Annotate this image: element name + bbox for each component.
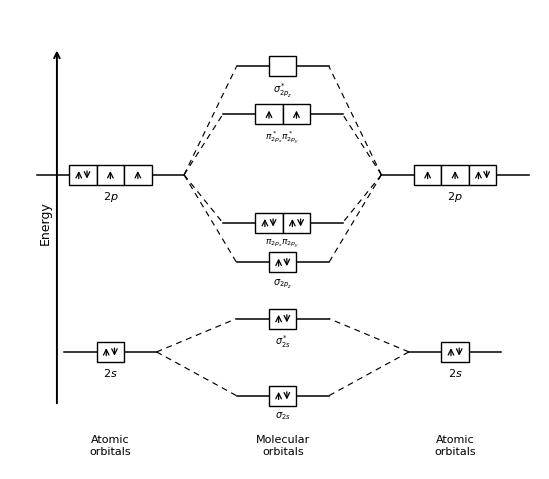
Bar: [269, 308, 296, 329]
Bar: [124, 165, 152, 185]
Bar: [255, 104, 283, 125]
Bar: [269, 386, 296, 406]
Bar: [414, 165, 441, 185]
Bar: [97, 342, 124, 362]
Bar: [283, 104, 310, 125]
Text: $\sigma_{2s}$: $\sigma_{2s}$: [275, 411, 290, 422]
Text: $\pi_{2p_x}$$\pi_{2p_y}$: $\pi_{2p_x}$$\pi_{2p_y}$: [266, 238, 300, 251]
Text: $2s$: $2s$: [103, 367, 117, 379]
Bar: [255, 213, 283, 233]
Text: $2p$: $2p$: [447, 190, 463, 204]
Bar: [69, 165, 97, 185]
Text: Energy: Energy: [39, 201, 52, 245]
Text: Molecular
orbitals: Molecular orbitals: [256, 435, 310, 457]
Text: $\sigma_{2p_z}$: $\sigma_{2p_z}$: [273, 277, 293, 290]
Text: Atomic
orbitals: Atomic orbitals: [89, 435, 131, 457]
Text: $\sigma^*_{2p_z}$: $\sigma^*_{2p_z}$: [273, 81, 293, 99]
Text: $\sigma^*_{2s}$: $\sigma^*_{2s}$: [275, 333, 290, 350]
Bar: [97, 165, 124, 185]
Text: $2s$: $2s$: [448, 367, 462, 379]
Bar: [283, 213, 310, 233]
Bar: [269, 252, 296, 273]
Bar: [269, 57, 296, 77]
Bar: [469, 165, 496, 185]
Bar: [441, 342, 469, 362]
Text: $2p$: $2p$: [103, 190, 118, 204]
Bar: [441, 165, 469, 185]
Text: Atomic
orbitals: Atomic orbitals: [434, 435, 476, 457]
Text: $\pi^*_{2p_x}$$\pi^*_{2p_y}$: $\pi^*_{2p_x}$$\pi^*_{2p_y}$: [266, 129, 300, 147]
